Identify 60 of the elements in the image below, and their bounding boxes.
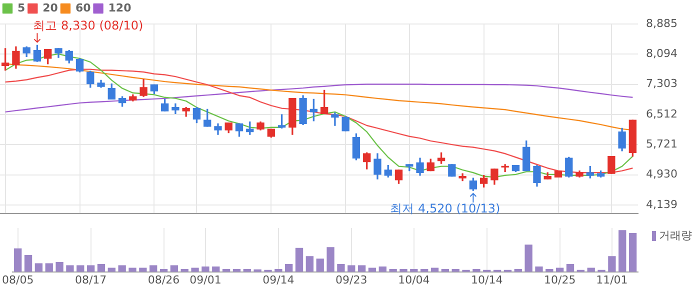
bar bbox=[34, 263, 43, 272]
bar bbox=[358, 265, 366, 272]
x-tick-label: 09/01 bbox=[190, 273, 222, 286]
bar bbox=[628, 233, 637, 272]
bar bbox=[66, 265, 74, 272]
legend-label: 5 bbox=[18, 1, 26, 14]
y-tick-label: 6,512 bbox=[646, 107, 678, 120]
x-tick-label: 08/05 bbox=[2, 273, 34, 286]
bar bbox=[139, 268, 147, 272]
bar bbox=[295, 248, 304, 272]
bar bbox=[212, 266, 220, 272]
x-tick-label: 09/23 bbox=[336, 273, 368, 286]
y-tick-label: 4,139 bbox=[646, 198, 678, 211]
bar bbox=[306, 256, 314, 272]
legend-label: 거래량 bbox=[659, 228, 692, 242]
bar bbox=[202, 266, 210, 272]
x-tick-label: 08/26 bbox=[148, 273, 180, 286]
x-tick-label: 10/04 bbox=[398, 273, 430, 286]
bar bbox=[472, 268, 480, 272]
bar bbox=[45, 263, 53, 272]
legend-label: 20 bbox=[42, 1, 58, 14]
x-tick-label: 10/25 bbox=[544, 273, 576, 286]
bar bbox=[56, 262, 64, 272]
bar bbox=[326, 247, 334, 272]
bar bbox=[566, 264, 574, 272]
bar bbox=[535, 266, 543, 272]
y-tick-label: 5,721 bbox=[646, 138, 678, 151]
x-tick-label: 09/14 bbox=[262, 273, 294, 286]
x-tick-label: 10/14 bbox=[471, 273, 503, 286]
bar bbox=[348, 265, 356, 272]
bar bbox=[400, 268, 408, 272]
bar bbox=[389, 268, 397, 272]
bar bbox=[524, 244, 532, 272]
bar bbox=[24, 254, 32, 272]
bar bbox=[191, 268, 199, 272]
bar bbox=[337, 264, 345, 272]
y-tick-label: 8,094 bbox=[646, 47, 678, 60]
bar bbox=[316, 258, 324, 272]
x-tick-label: 11/01 bbox=[596, 273, 628, 286]
bar bbox=[14, 248, 22, 272]
bar bbox=[76, 265, 84, 272]
bar bbox=[608, 256, 616, 272]
y-tick-label: 7,303 bbox=[646, 77, 678, 90]
y-tick-label: 4,930 bbox=[646, 168, 678, 181]
annotation: 최고 8,330 (08/10) bbox=[33, 18, 144, 32]
bar bbox=[285, 264, 293, 272]
bar bbox=[118, 265, 126, 272]
bar bbox=[128, 268, 136, 272]
candlestick bbox=[331, 112, 339, 126]
bar bbox=[97, 264, 106, 272]
x-tick-label: 08/17 bbox=[74, 273, 107, 286]
bar bbox=[86, 265, 95, 272]
bar bbox=[150, 265, 158, 272]
bar bbox=[618, 230, 626, 272]
bar bbox=[170, 265, 178, 272]
y-tick-label: 8,885 bbox=[646, 16, 678, 30]
legend-label: 60 bbox=[75, 1, 92, 14]
legend-label: 120 bbox=[108, 1, 132, 14]
annotation: 최저 4,520 (10/13) bbox=[390, 202, 500, 216]
bar bbox=[378, 266, 386, 272]
